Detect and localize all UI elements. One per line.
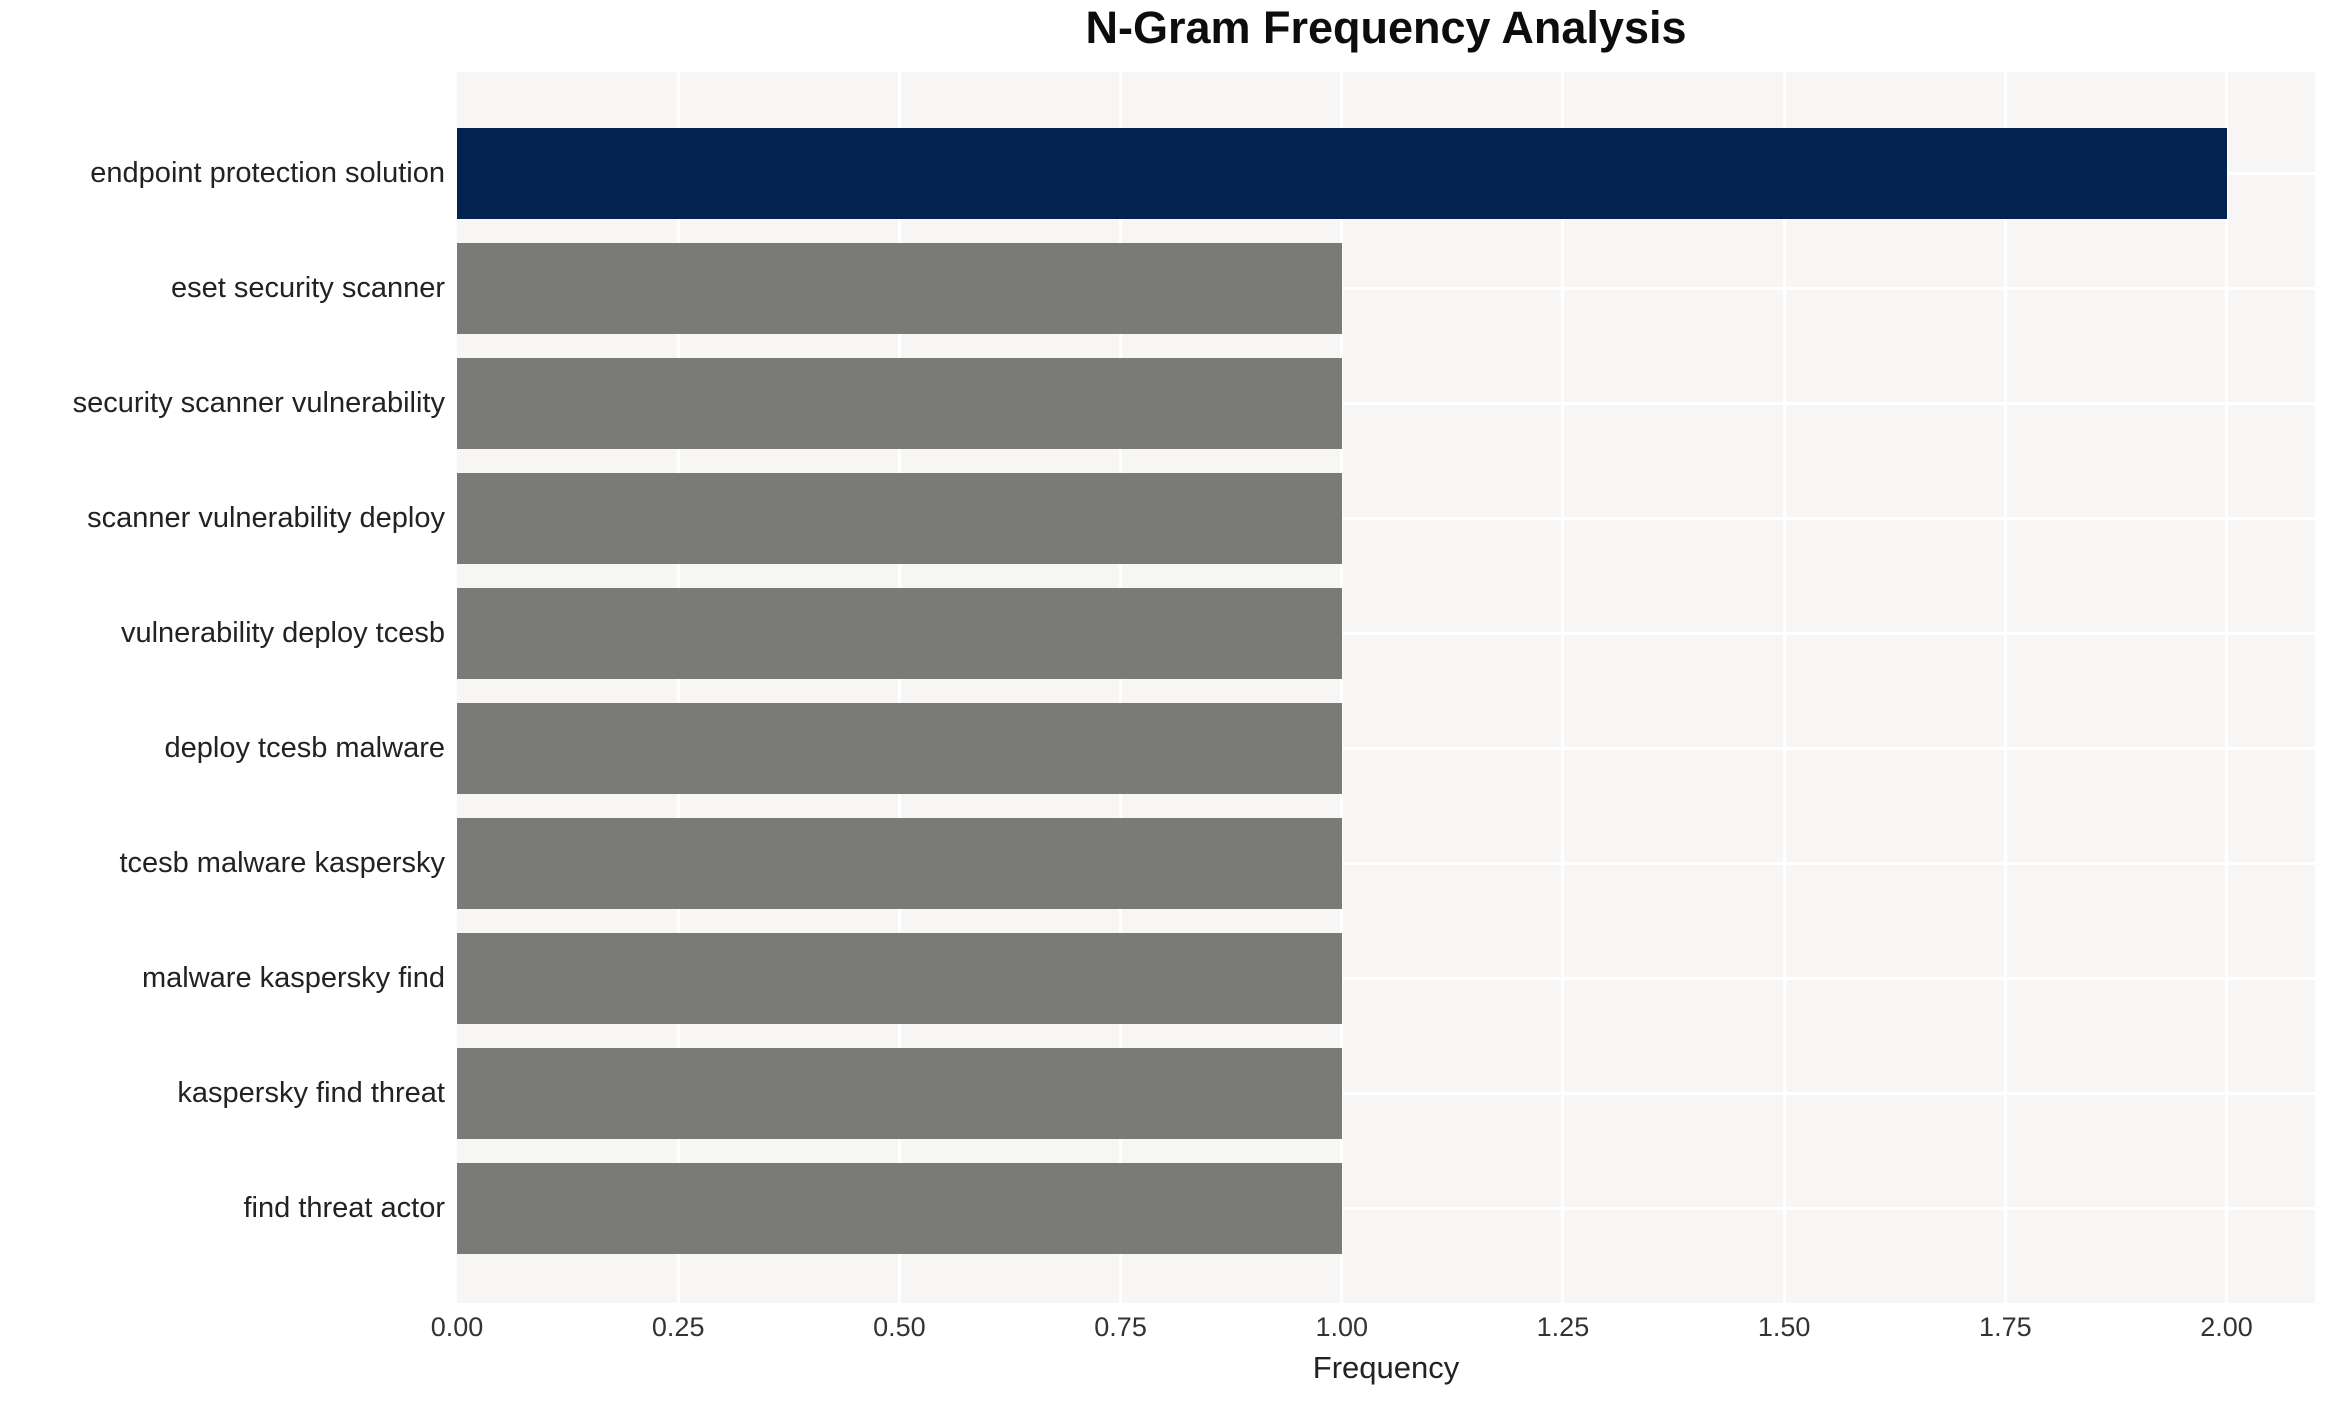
- x-tick-label: 1.00: [1315, 1312, 1369, 1342]
- gridline-vertical: [1782, 72, 1786, 1303]
- gridline-vertical: [1340, 72, 1344, 1303]
- gridline-horizontal: [457, 287, 2315, 290]
- x-tick-label: 0.50: [873, 1312, 926, 1342]
- category-label: scanner vulnerability deploy: [87, 502, 445, 534]
- bar: [457, 818, 1342, 909]
- bar: [457, 1048, 1342, 1139]
- bar: [457, 243, 1342, 334]
- category-label: eset security scanner: [170, 272, 445, 304]
- category-label: malware kaspersky find: [142, 962, 445, 994]
- bar: [457, 473, 1342, 564]
- x-axis-label: Frequency: [1312, 1350, 1460, 1385]
- x-tick-label: 2.00: [2200, 1312, 2253, 1342]
- plot-area: [457, 72, 2315, 1303]
- category-label: tcesb malware kaspersky: [119, 847, 445, 879]
- x-tick-label: 0.75: [1094, 1312, 1147, 1342]
- gridline-horizontal: [457, 862, 2315, 865]
- gridline-vertical: [2003, 72, 2007, 1303]
- x-tick-label: 1.50: [1757, 1312, 1811, 1342]
- category-label: deploy tcesb malware: [164, 732, 445, 764]
- x-tick-label: 0.25: [651, 1312, 705, 1342]
- chart-title: N-Gram Frequency Analysis: [1085, 2, 1687, 53]
- bar: [457, 128, 2227, 219]
- bar: [457, 588, 1342, 679]
- category-label: find threat actor: [243, 1192, 446, 1224]
- gridline-horizontal: [457, 402, 2315, 405]
- bar: [457, 933, 1342, 1024]
- gridline-horizontal: [457, 1092, 2315, 1095]
- category-label: kaspersky find threat: [177, 1077, 445, 1109]
- bar: [457, 703, 1342, 794]
- category-label: security scanner vulnerability: [72, 387, 445, 419]
- gridline-vertical: [897, 72, 901, 1303]
- gridline-horizontal: [457, 632, 2315, 635]
- category-label: endpoint protection solution: [90, 157, 445, 189]
- bar: [457, 358, 1342, 449]
- bar: [457, 1163, 1342, 1254]
- gridline-vertical: [1119, 72, 1123, 1303]
- x-tick-label: 1.25: [1536, 1312, 1590, 1342]
- gridline-horizontal: [457, 977, 2315, 980]
- x-tick-label: 0.00: [430, 1312, 484, 1342]
- gridline-horizontal: [457, 747, 2315, 750]
- category-label: vulnerability deploy tcesb: [120, 617, 445, 649]
- gridline-vertical: [1561, 72, 1565, 1303]
- gridline-horizontal: [457, 517, 2315, 520]
- gridline-horizontal: [457, 1207, 2315, 1210]
- gridline-vertical: [676, 72, 680, 1303]
- x-tick-label: 1.75: [1979, 1312, 2032, 1342]
- gridline-vertical: [2225, 72, 2229, 1303]
